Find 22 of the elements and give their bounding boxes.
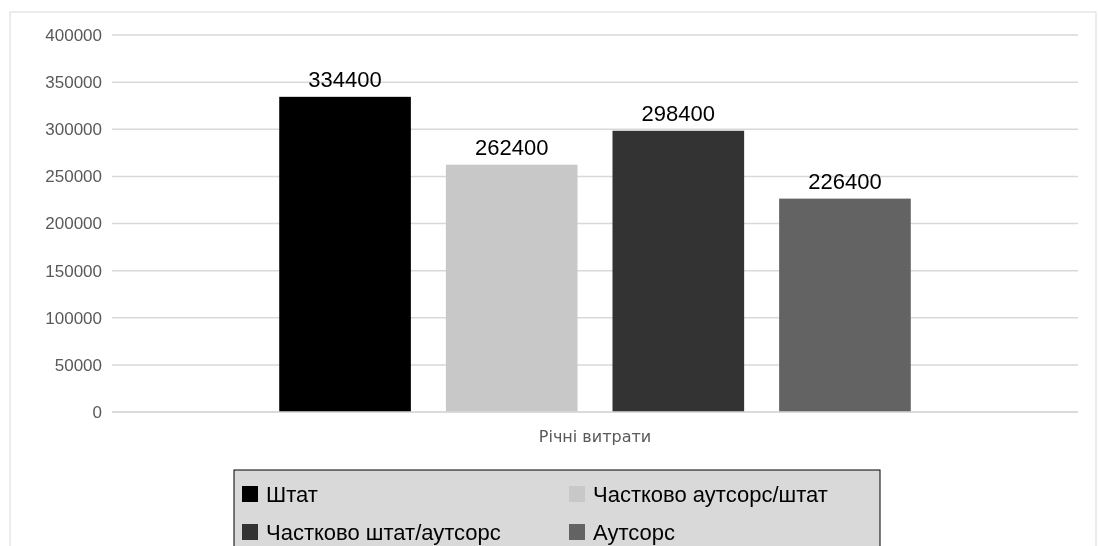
legend-label: Частково штат/аутсорс (266, 519, 501, 545)
legend-label: Аутсорс (593, 519, 675, 545)
data-label: 262400 (474, 134, 549, 160)
y-tick-label: 150000 (45, 261, 102, 281)
y-tick-label: 350000 (45, 73, 102, 93)
bar (612, 130, 745, 412)
y-tick-label: 300000 (45, 120, 102, 140)
y-tick-label: 50000 (54, 355, 102, 375)
bar (279, 96, 411, 412)
y-tick-label: 250000 (45, 167, 102, 187)
legend-label: Частково аутсорс/штат (593, 481, 828, 507)
x-tick-label: Річні витрати (538, 427, 652, 446)
data-label: 298400 (641, 100, 716, 126)
y-tick-label: 0 (92, 402, 102, 422)
bar (445, 164, 578, 412)
data-label: 334400 (308, 66, 382, 92)
bar (779, 198, 911, 412)
legend-label: Штат (266, 481, 318, 507)
data-label: 226400 (808, 168, 882, 194)
y-tick-label: 400000 (45, 25, 102, 45)
y-tick-label: 200000 (45, 214, 102, 234)
y-tick-label: 100000 (45, 308, 102, 328)
